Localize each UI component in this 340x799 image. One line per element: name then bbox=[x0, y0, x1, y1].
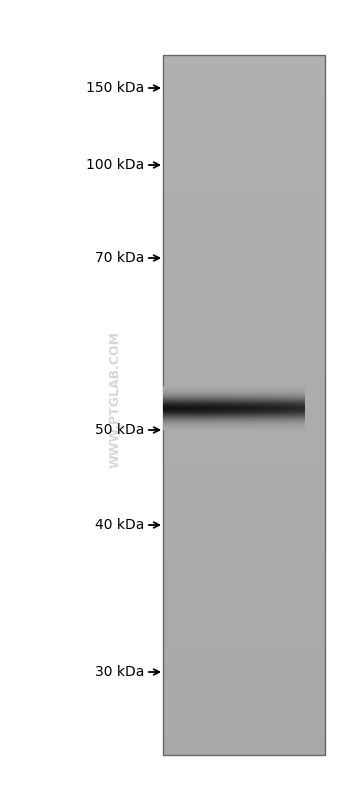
Text: 150 kDa: 150 kDa bbox=[86, 81, 144, 95]
Text: 70 kDa: 70 kDa bbox=[95, 251, 144, 265]
Text: 30 kDa: 30 kDa bbox=[95, 665, 144, 679]
Text: 40 kDa: 40 kDa bbox=[95, 518, 144, 532]
Text: 50 kDa: 50 kDa bbox=[95, 423, 144, 437]
Text: WWW.PTGLAB.COM: WWW.PTGLAB.COM bbox=[109, 331, 122, 468]
Bar bbox=[163, 55, 325, 755]
Text: 100 kDa: 100 kDa bbox=[86, 158, 144, 172]
